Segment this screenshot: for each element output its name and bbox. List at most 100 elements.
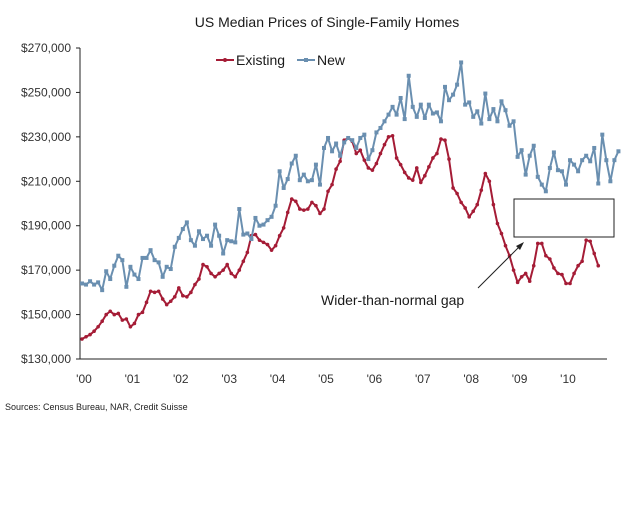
data-point-existing xyxy=(245,250,250,255)
x-tick-label: '01 xyxy=(125,372,141,386)
data-point-existing xyxy=(326,189,330,194)
data-point-existing xyxy=(423,173,427,178)
x-tick-label: '06 xyxy=(367,372,383,386)
data-point-new xyxy=(443,84,447,89)
data-point-existing xyxy=(318,211,322,216)
data-point-existing xyxy=(491,202,496,207)
data-point-existing xyxy=(572,271,576,276)
data-point-new xyxy=(249,237,254,242)
data-point-new xyxy=(277,169,282,174)
data-point-existing xyxy=(225,262,229,267)
data-point-new xyxy=(205,233,210,238)
data-point-new xyxy=(293,153,298,158)
data-point-existing xyxy=(527,279,532,284)
data-point-new xyxy=(511,119,516,124)
data-point-new xyxy=(354,145,359,150)
data-point-existing xyxy=(471,209,476,214)
data-point-new xyxy=(100,288,105,293)
data-point-existing xyxy=(394,156,399,160)
legend-marker xyxy=(223,58,227,62)
data-point-new xyxy=(499,99,504,104)
data-point-new xyxy=(176,235,181,240)
data-point-existing xyxy=(261,240,266,245)
data-point-new xyxy=(406,73,411,78)
data-point-new xyxy=(261,222,266,227)
data-point-new xyxy=(164,264,169,269)
data-point-existing xyxy=(100,319,104,324)
data-point-existing xyxy=(253,232,258,237)
data-point-new xyxy=(402,117,407,122)
data-point-new xyxy=(313,162,318,167)
data-point-new xyxy=(555,168,560,173)
data-point-new xyxy=(188,238,193,243)
data-point-existing xyxy=(108,309,113,314)
x-tick-label: '05 xyxy=(318,372,334,386)
data-point-existing xyxy=(217,271,221,276)
data-point-new xyxy=(531,143,536,148)
data-point-new xyxy=(172,244,177,249)
data-point-new xyxy=(475,109,480,114)
data-point-new xyxy=(539,182,544,187)
data-point-existing xyxy=(104,312,108,317)
data-point-existing xyxy=(455,191,459,196)
data-point-existing xyxy=(168,299,173,304)
data-point-new xyxy=(390,104,395,109)
data-point-new xyxy=(201,237,205,242)
data-point-existing xyxy=(116,311,121,316)
data-point-existing xyxy=(281,226,286,230)
data-point-new xyxy=(426,102,431,107)
data-point-existing xyxy=(507,253,512,258)
data-point-new xyxy=(184,220,189,225)
y-axis: $130,000 $150,000 $170,000 $190,000 $210,000… xyxy=(21,41,81,366)
data-point-existing xyxy=(338,159,342,164)
data-point-existing xyxy=(84,334,88,339)
data-point-new xyxy=(342,140,347,145)
data-point-new xyxy=(447,98,452,103)
data-point-existing xyxy=(592,251,597,256)
data-point-existing xyxy=(370,168,375,172)
data-point-new xyxy=(148,248,153,253)
data-point-new xyxy=(88,279,93,284)
data-point-new xyxy=(366,157,371,162)
data-point-existing xyxy=(580,259,584,264)
data-point-new xyxy=(467,100,472,105)
data-point-new xyxy=(120,258,125,263)
data-point-existing xyxy=(467,215,472,219)
data-point-existing xyxy=(362,158,367,162)
data-point-new xyxy=(338,153,343,158)
data-point-new xyxy=(273,203,278,208)
data-point-existing xyxy=(96,324,100,329)
data-point-new xyxy=(136,277,141,282)
data-point-new xyxy=(289,161,294,166)
data-point-existing xyxy=(156,289,161,294)
data-point-existing xyxy=(511,268,516,272)
data-point-new xyxy=(564,182,568,187)
annotation-arrow-line xyxy=(477,243,523,289)
data-point-new xyxy=(297,178,302,183)
legend-label: New xyxy=(317,52,346,68)
data-point-existing xyxy=(410,178,415,182)
y-tick-label: $170,000 xyxy=(21,263,71,277)
data-point-existing xyxy=(419,180,423,185)
data-point-existing xyxy=(540,241,544,246)
data-point-new xyxy=(265,218,270,223)
data-point-existing xyxy=(140,310,145,315)
data-point-existing xyxy=(568,281,572,286)
data-point-existing xyxy=(544,253,548,258)
data-point-existing xyxy=(560,272,564,277)
data-point-new xyxy=(322,145,326,150)
data-point-new xyxy=(592,145,597,150)
data-point-new xyxy=(523,172,528,177)
data-point-new xyxy=(84,282,89,287)
data-point-existing xyxy=(310,200,314,205)
data-point-new xyxy=(519,148,524,153)
data-point-new xyxy=(483,91,488,96)
x-tick-label: '02 xyxy=(173,372,189,386)
data-point-existing xyxy=(515,280,520,285)
y-tick-label: $150,000 xyxy=(21,308,71,322)
data-point-existing xyxy=(451,186,455,190)
data-point-existing xyxy=(221,268,225,272)
data-point-new xyxy=(192,243,197,248)
data-point-existing xyxy=(588,239,592,244)
data-point-existing xyxy=(322,207,326,211)
